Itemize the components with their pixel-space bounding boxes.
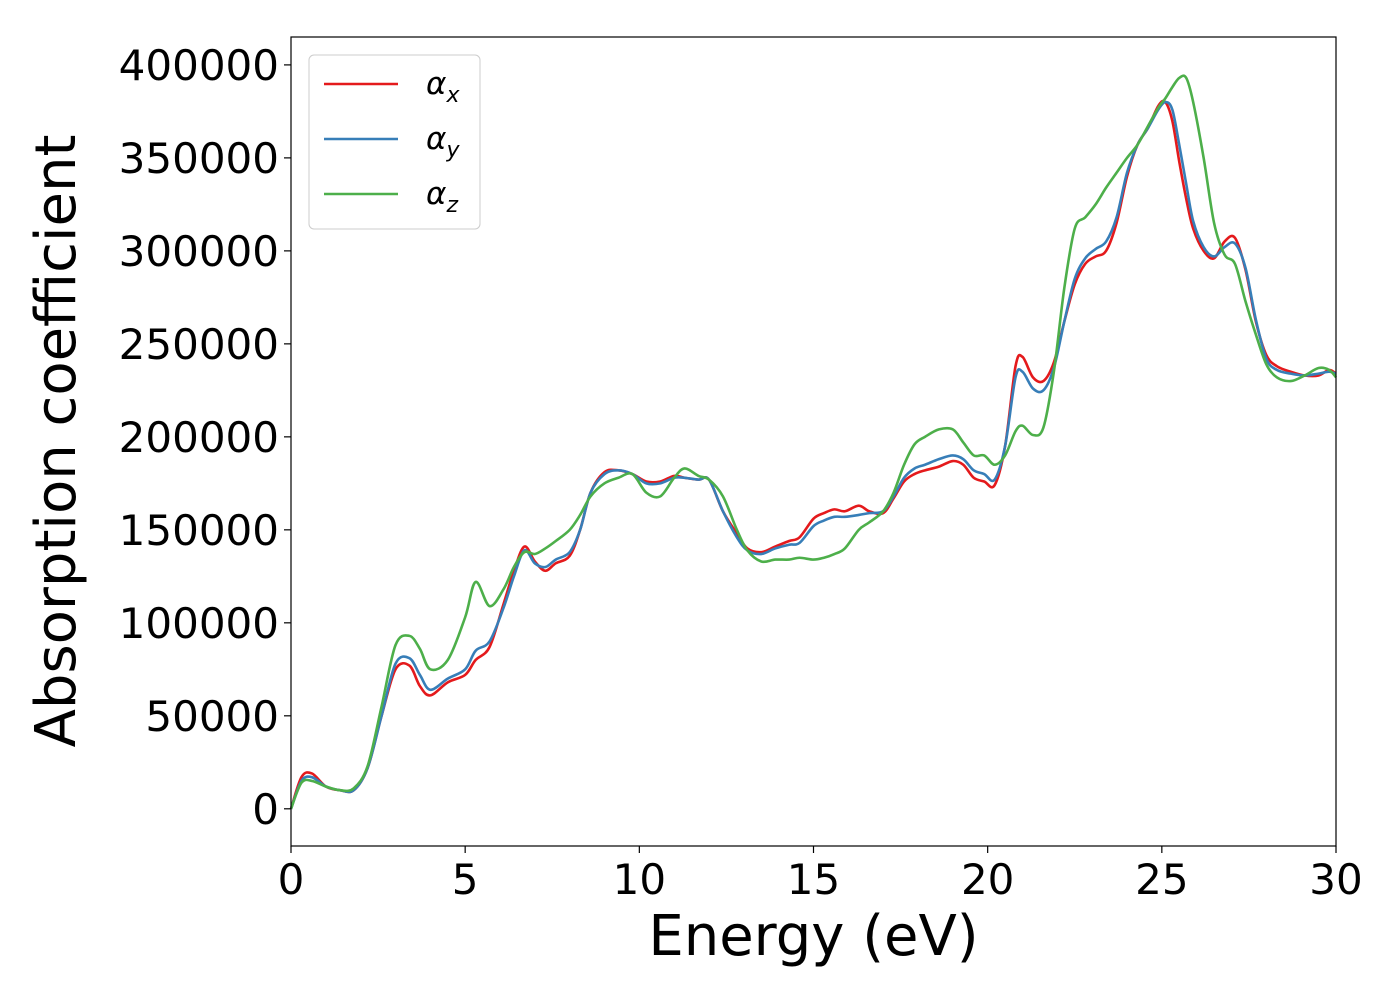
legend-label-x: αx xyxy=(426,66,460,108)
x-tick-label: 25 xyxy=(1135,855,1188,904)
x-tick-label: 15 xyxy=(787,855,840,904)
series-line-x xyxy=(289,99,1337,810)
series-line-z xyxy=(289,74,1337,810)
legend-label-y: αy xyxy=(426,121,460,163)
y-tick-label: 50000 xyxy=(145,692,279,741)
legend: αx αy αz xyxy=(308,54,481,230)
y-tick-label: 250000 xyxy=(119,320,279,369)
x-tick-label: 5 xyxy=(452,855,479,904)
y-axis: 0 50000 100000 150000 200000 250000 300000 3500… xyxy=(119,41,291,834)
y-tick-label: 100000 xyxy=(119,599,279,648)
y-tick-label: 0 xyxy=(252,785,279,834)
x-tick-label: 0 xyxy=(278,855,305,904)
x-tick-label: 30 xyxy=(1309,855,1362,904)
x-tick-label: 10 xyxy=(613,855,666,904)
legend-box xyxy=(308,54,481,230)
x-axis-title: Energy (eV) xyxy=(648,904,978,969)
x-tick-label: 20 xyxy=(961,855,1014,904)
series-line-y xyxy=(289,100,1337,810)
y-tick-label: 300000 xyxy=(119,227,279,276)
legend-label-z: αz xyxy=(426,176,458,218)
y-axis-title: Absorption coefficient xyxy=(24,135,89,748)
y-tick-label: 400000 xyxy=(119,41,279,90)
y-tick-label: 200000 xyxy=(119,413,279,462)
series-layer xyxy=(289,74,1337,810)
y-tick-label: 150000 xyxy=(119,506,279,555)
x-axis: 0 5 10 15 20 25 30 xyxy=(278,846,1363,904)
y-tick-label: 350000 xyxy=(119,134,279,183)
